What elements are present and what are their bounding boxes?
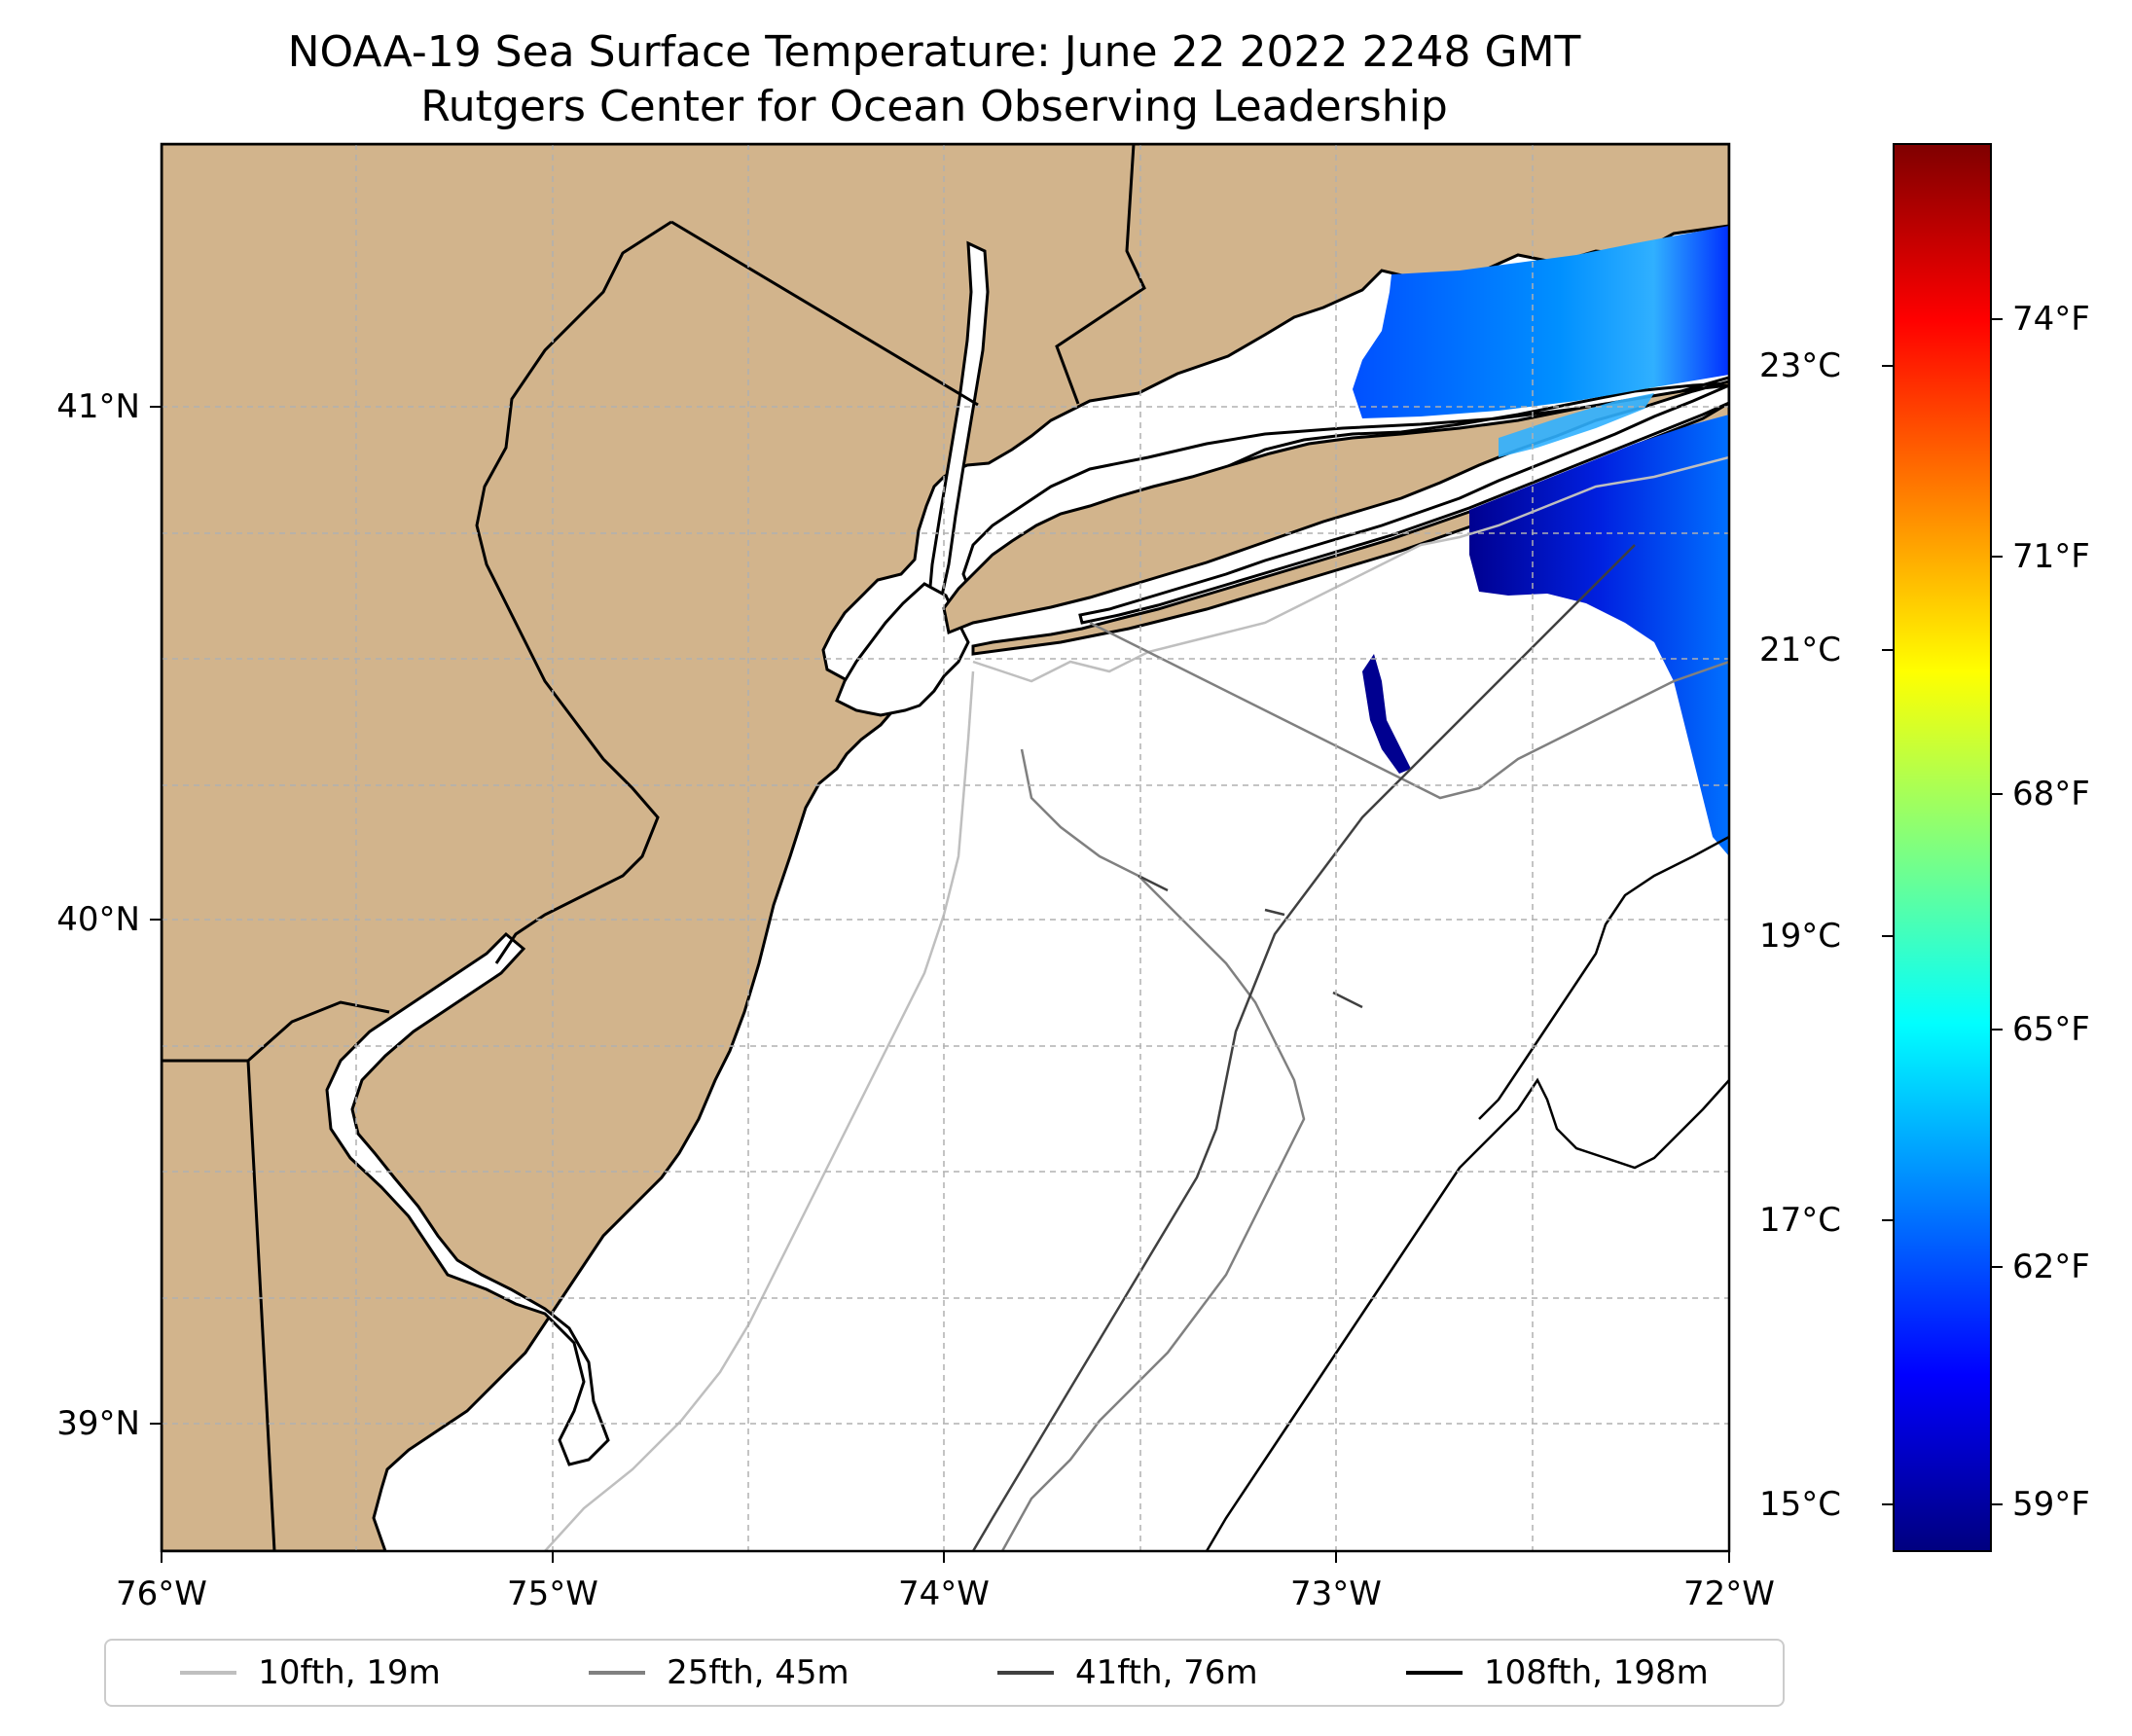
state-border-ny-nj bbox=[670, 220, 979, 407]
lon-label-76: 76°W bbox=[116, 1574, 207, 1613]
cb-fahrenheit-74: 74°F bbox=[2012, 300, 2090, 339]
cb-fahrenheit-68: 68°F bbox=[2012, 775, 2090, 814]
upper-bay bbox=[835, 582, 970, 717]
lat-label-41: 41°N bbox=[56, 387, 140, 426]
cb-celsius-19: 19°C bbox=[1759, 917, 1842, 956]
chart-title: NOAA-19 Sea Surface Temperature: June 22… bbox=[0, 25, 1868, 134]
cb-fahrenheit-62: 62°F bbox=[2012, 1248, 2090, 1286]
sst-patch-sound bbox=[1499, 393, 1654, 457]
cb-fahrenheit-71: 71°F bbox=[2012, 537, 2090, 576]
south-shore-bays bbox=[1078, 383, 1729, 625]
cb-fahrenheit-65: 65°F bbox=[2012, 1010, 2090, 1049]
axis-ticks bbox=[150, 406, 1730, 1563]
cb-celsius-17: 17°C bbox=[1759, 1201, 1842, 1240]
title-line-1: NOAA-19 Sea Surface Temperature: June 22… bbox=[287, 27, 1581, 77]
legend-swatch bbox=[180, 1671, 237, 1675]
lon-label-72: 72°W bbox=[1683, 1574, 1775, 1613]
legend-label: 108fth, 198m bbox=[1483, 1653, 1709, 1692]
cb-celsius-21: 21°C bbox=[1759, 631, 1842, 669]
delaware-bay bbox=[325, 931, 610, 1466]
cb-celsius-15: 15°C bbox=[1759, 1485, 1842, 1524]
legend-swatch bbox=[1405, 1671, 1463, 1675]
isobath-41fth bbox=[971, 544, 1636, 1551]
legend-label: 41fth, 76m bbox=[1075, 1653, 1258, 1692]
cb-fahrenheit-59: 59°F bbox=[2012, 1485, 2090, 1524]
legend-item-41fth: 41fth, 76m bbox=[997, 1653, 1258, 1692]
cb-celsius-23: 23°C bbox=[1759, 346, 1842, 385]
legend-label: 25fth, 45m bbox=[667, 1653, 849, 1692]
isobath-10fth bbox=[544, 455, 1729, 1551]
sst-region-east bbox=[1469, 415, 1729, 856]
legend-swatch bbox=[997, 1671, 1055, 1675]
colorbar-ticks bbox=[1882, 318, 2003, 1505]
state-border-de-pa bbox=[247, 1000, 390, 1063]
legend-swatch bbox=[589, 1671, 646, 1675]
state-border-ny-ct bbox=[1055, 144, 1146, 405]
legend-item-10fth: 10fth, 19m bbox=[180, 1653, 441, 1692]
sst-region-cape bbox=[1362, 654, 1411, 774]
map-area bbox=[162, 144, 1729, 1551]
lon-label-75: 75°W bbox=[507, 1574, 598, 1613]
legend-label: 10fth, 19m bbox=[258, 1653, 441, 1692]
legend-item-108fth: 108fth, 198m bbox=[1405, 1653, 1709, 1692]
state-border-pa-nj bbox=[475, 220, 672, 964]
colorbar bbox=[1893, 143, 1992, 1552]
land-mainland bbox=[162, 144, 1729, 1551]
sst-region-north bbox=[1353, 226, 1729, 418]
isobath-108fth bbox=[1205, 835, 1729, 1551]
grid-lines bbox=[162, 144, 1729, 1551]
lat-label-40: 40°N bbox=[56, 900, 140, 939]
lon-label-73: 73°W bbox=[1290, 1574, 1382, 1613]
legend-item-25fth: 25fth, 45m bbox=[589, 1653, 849, 1692]
lat-label-39: 39°N bbox=[56, 1404, 140, 1443]
title-line-2: Rutgers Center for Ocean Observing Leade… bbox=[420, 82, 1448, 131]
legend: 10fth, 19m 25fth, 45m 41fth, 76m 108fth,… bbox=[104, 1639, 1785, 1707]
map-frame bbox=[160, 142, 1731, 1553]
lon-label-74: 74°W bbox=[898, 1574, 990, 1613]
